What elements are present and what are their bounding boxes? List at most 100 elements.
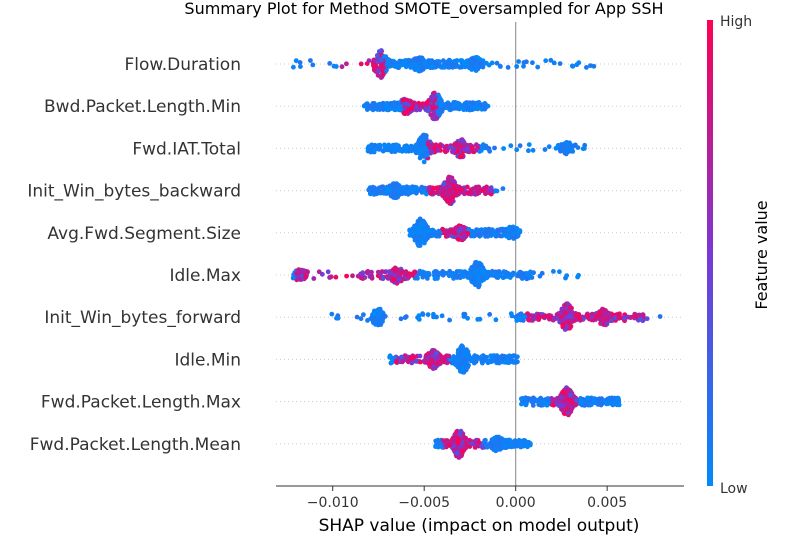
- feature-label: Fwd.Packet.Length.Max: [41, 393, 241, 413]
- shap-point: [505, 65, 511, 70]
- shap-point: [448, 272, 454, 278]
- shap-point: [462, 312, 467, 317]
- shap-point: [451, 276, 456, 281]
- shap-point: [542, 147, 548, 152]
- shap-point: [458, 362, 463, 367]
- shap-point: [503, 443, 508, 449]
- shap-point: [476, 271, 481, 276]
- shap-point: [595, 402, 601, 407]
- shap-point: [628, 314, 634, 320]
- shap-point: [407, 58, 413, 63]
- shap-point: [462, 360, 467, 366]
- shap-point: [401, 190, 407, 196]
- feature-label: Init_Win_bytes_forward: [44, 308, 241, 328]
- shap-point: [383, 101, 389, 107]
- shap-point: [557, 61, 563, 66]
- shap-point: [409, 360, 415, 366]
- shap-point: [426, 185, 432, 191]
- shap-point: [458, 154, 463, 159]
- shap-point: [570, 63, 576, 69]
- shap-point: [399, 269, 405, 274]
- shap-point: [591, 317, 596, 323]
- shap-point: [367, 148, 373, 153]
- shap-point: [457, 187, 463, 193]
- shap-point: [416, 313, 422, 319]
- feature-label: Avg.Fwd.Segment.Size: [47, 224, 241, 244]
- shap-point: [467, 58, 473, 64]
- shap-point: [331, 63, 337, 69]
- shap-point: [472, 268, 478, 274]
- shap-point: [515, 354, 520, 360]
- shap-point: [545, 396, 551, 401]
- colorbar-high-label: High: [720, 14, 752, 30]
- shap-point: [420, 141, 426, 147]
- shap-point: [466, 65, 472, 71]
- shap-point: [546, 144, 552, 150]
- shap-point: [434, 350, 439, 356]
- shap-point: [327, 275, 332, 280]
- colorbar: High Low Feature value: [707, 14, 771, 497]
- shap-point: [435, 231, 441, 237]
- shap-point: [568, 323, 574, 329]
- shap-point: [473, 232, 479, 238]
- shap-point: [333, 274, 339, 280]
- shap-point: [420, 229, 426, 234]
- shap-point: [433, 444, 438, 449]
- shap-point: [412, 57, 417, 63]
- shap-point: [453, 188, 459, 194]
- shap-point: [442, 103, 448, 109]
- shap-point: [467, 437, 472, 443]
- shap-point: [386, 106, 392, 112]
- shap-point: [567, 401, 573, 406]
- shap-point: [422, 60, 428, 66]
- colorbar-low-label: Low: [720, 481, 748, 497]
- shap-point: [379, 269, 385, 274]
- shap-point: [492, 145, 497, 151]
- shap-point: [421, 159, 427, 165]
- shap-point: [371, 311, 377, 317]
- colorbar-gradient: [707, 20, 713, 486]
- shap-point: [436, 143, 442, 149]
- shap-point: [443, 145, 449, 151]
- shap-point: [517, 143, 523, 149]
- feature-points: [290, 259, 581, 290]
- shap-point: [415, 241, 420, 247]
- x-tick-label: 0.000: [496, 495, 536, 511]
- shap-point: [429, 349, 435, 355]
- shap-point: [398, 316, 404, 322]
- shap-point: [535, 64, 541, 70]
- shap-point: [530, 60, 535, 66]
- shap-point: [462, 64, 468, 70]
- shap-point: [538, 402, 544, 408]
- shap-point: [589, 402, 594, 407]
- shap-point: [396, 277, 402, 283]
- shap-point: [566, 388, 571, 394]
- shap-point: [410, 230, 416, 235]
- shap-point: [488, 187, 494, 193]
- shap-point: [453, 62, 458, 67]
- shap-point: [458, 225, 464, 231]
- shap-point: [508, 143, 514, 149]
- shap-point: [493, 448, 499, 454]
- shap-point: [303, 274, 308, 279]
- shap-point: [568, 308, 574, 314]
- shap-point: [470, 186, 476, 192]
- shap-point: [389, 193, 394, 199]
- shap-point: [359, 271, 364, 277]
- shap-point: [416, 100, 422, 106]
- feature-points: [365, 132, 588, 165]
- x-tick-label: −0.010: [307, 495, 359, 511]
- shap-point: [296, 270, 302, 276]
- feature-label: Bwd.Packet.Length.Min: [44, 97, 241, 117]
- shap-point: [516, 443, 521, 448]
- shap-point: [475, 317, 481, 322]
- shap-point: [392, 149, 398, 154]
- shap-point: [444, 192, 449, 198]
- shap-point: [484, 60, 489, 66]
- shap-point: [567, 313, 572, 319]
- shap-point: [385, 187, 391, 193]
- shap-point: [301, 268, 306, 273]
- shap-point: [420, 274, 426, 280]
- shap-point: [376, 185, 382, 191]
- shap-point: [585, 395, 591, 401]
